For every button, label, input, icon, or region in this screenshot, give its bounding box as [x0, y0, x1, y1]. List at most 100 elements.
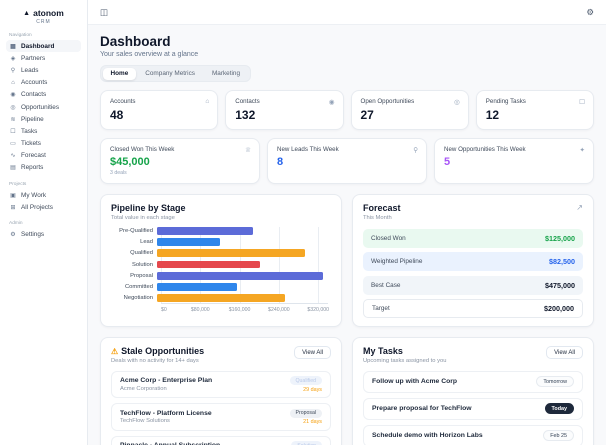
all-projects-icon: ⊞ [10, 204, 16, 211]
sidebar-item-tasks[interactable]: ☐ Tasks [6, 125, 81, 137]
forecast-row-target: Target $200,000 [363, 299, 583, 318]
chart-gridline [278, 226, 280, 303]
tab-marketing[interactable]: Marketing [211, 70, 241, 77]
stat-label: New Leads This Week [277, 146, 339, 153]
sidebar-item-tickets[interactable]: ▭ Tickets [6, 138, 81, 150]
bar-committed[interactable] [157, 283, 238, 291]
forecast-row-label: Weighted Pipeline [371, 258, 423, 265]
bar-negotiation[interactable] [157, 294, 286, 303]
middle-row: Pipeline by Stage Total value in each st… [100, 194, 594, 327]
building-icon: ⌂ [205, 98, 210, 105]
accounts-icon: ⌂ [11, 79, 15, 86]
sidebar-item-leads[interactable]: ⚲ Leads [6, 64, 81, 76]
stale-opportunity-techflow-solutions[interactable]: TechFlow - Platform License TechFlow Sol… [111, 403, 331, 431]
stale-card-header: ⚠ Stale Opportunities Deals with no acti… [111, 346, 331, 364]
task-prepare-proposal-for-techflow[interactable]: Prepare proposal for TechFlow Today [363, 397, 583, 420]
sidebar: ▲ atonom CRM Navigation ▦ Dashboard ◈ Pa… [0, 0, 88, 445]
forecast-row-weighted-pipeline: Weighted Pipeline $82,500 [363, 252, 583, 271]
tasks-card-header: My Tasks Upcoming tasks assigned to you … [363, 346, 583, 364]
bar-solution[interactable] [157, 260, 261, 269]
sidebar-item-label: All Projects [21, 203, 53, 211]
tab-home[interactable]: Home [102, 67, 137, 80]
chart-row-lead: Lead [111, 238, 331, 247]
days-stale-label: 29 days [303, 386, 322, 393]
forecast-title: Forecast [363, 203, 401, 213]
tasks-list: Follow up with Acme Corp Tomorrow Prepar… [363, 370, 583, 445]
chart-x-axis: $0 $80,000 $160,000 $240,000 $320,000 [161, 306, 329, 316]
sidebar-item-forecast[interactable]: ∿ Forecast [6, 150, 81, 162]
stat-card-contacts[interactable]: Contacts 132 ◉ [225, 90, 344, 130]
stale-opportunities-list: Acme Corp - Enterprise Plan Acme Corpora… [111, 370, 331, 445]
stat-card-pending-tasks[interactable]: Pending Tasks 12 ☐ [475, 90, 594, 130]
x-axis-tick: $80,000 [190, 306, 210, 313]
tasks-view-all-button[interactable]: View All [546, 346, 583, 359]
stat-subtext: 3 deals [110, 170, 127, 176]
forecast-row-value: $125,000 [545, 233, 575, 243]
sidebar-toggle-icon[interactable]: ◫ [100, 6, 109, 17]
sidebar-nav: Navigation ▦ Dashboard ◈ Partners ⚲ Lead… [6, 33, 81, 241]
pipeline-icon: ≋ [10, 116, 16, 123]
sidebar-item-settings[interactable]: ⚙ Settings [6, 228, 81, 240]
stale-opportunity-pinnacle-industries[interactable]: Pinnacle - Annual Subscription Pinnacle … [111, 435, 331, 445]
sidebar-item-label: Partners [21, 54, 46, 62]
sidebar-item-accounts[interactable]: ⌂ Accounts [6, 77, 81, 89]
bar-track [157, 227, 328, 235]
stale-opportunity-acme-corporation[interactable]: Acme Corp - Enterprise Plan Acme Corpora… [111, 370, 331, 398]
sidebar-item-partners[interactable]: ◈ Partners [6, 52, 81, 64]
forecast-subtitle: This Month [363, 214, 392, 221]
users-icon: ◉ [328, 99, 335, 106]
opportunity-name: Pinnacle - Annual Subscription [120, 442, 220, 445]
stat-card-new-opportunities-this-week[interactable]: New Opportunities This Week 5 ✦ [434, 138, 594, 184]
settings-icon: ⚙ [10, 232, 16, 239]
bar-track [157, 283, 328, 291]
sidebar-item-label: Tasks [21, 127, 38, 135]
stale-opportunities-card: ⚠ Stale Opportunities Deals with no acti… [100, 337, 342, 445]
tickets-icon: ▭ [10, 141, 16, 148]
sidebar-section-admin: Admin [9, 221, 23, 227]
opportunity-name: TechFlow - Platform License [120, 409, 212, 417]
bar-track [157, 238, 328, 247]
due-badge: Feb 25 [543, 430, 574, 441]
due-badge: Today [544, 403, 574, 414]
stale-title: Stale Opportunities [121, 346, 205, 356]
sidebar-item-label: Leads [21, 66, 39, 74]
tasks-card-titles: My Tasks Upcoming tasks assigned to you [363, 346, 446, 364]
brand-logo[interactable]: ▲ atonom [6, 8, 81, 18]
bar-track [157, 249, 328, 258]
reports-icon: ▤ [10, 165, 16, 172]
stage-badge: Proposal [289, 408, 322, 418]
stale-subtitle: Deals with no activity for 14+ days [111, 357, 199, 364]
sidebar-item-all-projects[interactable]: ⊞ All Projects [6, 201, 81, 213]
sidebar-item-label: Contacts [21, 91, 47, 99]
sidebar-item-label: Pipeline [21, 115, 44, 123]
stale-view-all-button[interactable]: View All [294, 346, 331, 359]
settings-gear-icon[interactable]: ⚙ [586, 6, 594, 17]
stat-card-new-leads-this-week[interactable]: New Leads This Week 8 ⚲ [267, 138, 427, 184]
forecast-icon: ∿ [10, 153, 16, 160]
sidebar-item-opportunities[interactable]: ◎ Opportunities [6, 101, 81, 113]
stat-card-closed-won-this-week[interactable]: Closed Won This Week $45,000 3 deals ♕ [100, 138, 260, 184]
x-axis-tick: $0 [161, 306, 167, 313]
stat-card-accounts[interactable]: Accounts 48 ⌂ [100, 90, 219, 130]
tab-company-metrics[interactable]: Company Metrics [145, 70, 195, 77]
stale-opportunity-info: TechFlow - Platform License TechFlow Sol… [120, 410, 212, 425]
brand-subtitle: CRM [36, 19, 51, 25]
stat-label: Closed Won This Week [110, 146, 175, 153]
sidebar-item-reports[interactable]: ▤ Reports [6, 162, 81, 174]
stat-value: 27 [360, 108, 374, 122]
bar-category-label: Lead [140, 239, 153, 246]
sidebar-item-pipeline[interactable]: ≋ Pipeline [6, 113, 81, 125]
bar-proposal[interactable] [157, 271, 323, 280]
sidebar-item-my-work[interactable]: ▣ My Work [6, 189, 81, 201]
task-follow-up-with-acme-corp[interactable]: Follow up with Acme Corp Tomorrow [363, 370, 583, 393]
bar-lead[interactable] [157, 238, 220, 247]
task-schedule-demo-with-horizon-labs[interactable]: Schedule demo with Horizon Labs Feb 25 [363, 424, 583, 445]
stat-card-open-opportunities[interactable]: Open Opportunities 27 ◎ [350, 90, 469, 130]
sidebar-item-dashboard[interactable]: ▦ Dashboard [6, 40, 81, 53]
sidebar-item-contacts[interactable]: ◉ Contacts [6, 89, 81, 101]
bar-pre-qualified[interactable] [157, 227, 253, 235]
due-badge: Tomorrow [536, 376, 574, 387]
bar-qualified[interactable] [157, 249, 306, 258]
tasks-icon: ☐ [10, 128, 16, 135]
